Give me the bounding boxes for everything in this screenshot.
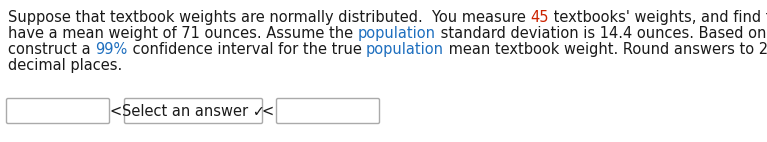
Text: construct a: construct a <box>8 42 95 57</box>
Text: confidence interval for the true: confidence interval for the true <box>127 42 366 57</box>
FancyBboxPatch shape <box>276 99 380 124</box>
Text: population: population <box>357 26 436 41</box>
Text: <: < <box>110 104 122 119</box>
FancyBboxPatch shape <box>124 99 262 124</box>
Text: population: population <box>366 42 444 57</box>
Text: 45: 45 <box>531 10 549 25</box>
Text: mean textbook weight. Round answers to 2: mean textbook weight. Round answers to 2 <box>444 42 767 57</box>
Text: <: < <box>262 104 274 119</box>
FancyBboxPatch shape <box>6 99 110 124</box>
Text: decimal places.: decimal places. <box>8 58 122 73</box>
Text: textbooks' weights, and find they: textbooks' weights, and find they <box>549 10 767 25</box>
Text: 99%: 99% <box>95 42 127 57</box>
Text: Suppose that textbook weights are normally distributed.  You measure: Suppose that textbook weights are normal… <box>8 10 531 25</box>
Text: standard deviation is 14.4 ounces. Based on this,: standard deviation is 14.4 ounces. Based… <box>436 26 767 41</box>
Text: Select an answer ✓: Select an answer ✓ <box>122 104 265 119</box>
Text: have a mean weight of 71 ounces. Assume the: have a mean weight of 71 ounces. Assume … <box>8 26 357 41</box>
